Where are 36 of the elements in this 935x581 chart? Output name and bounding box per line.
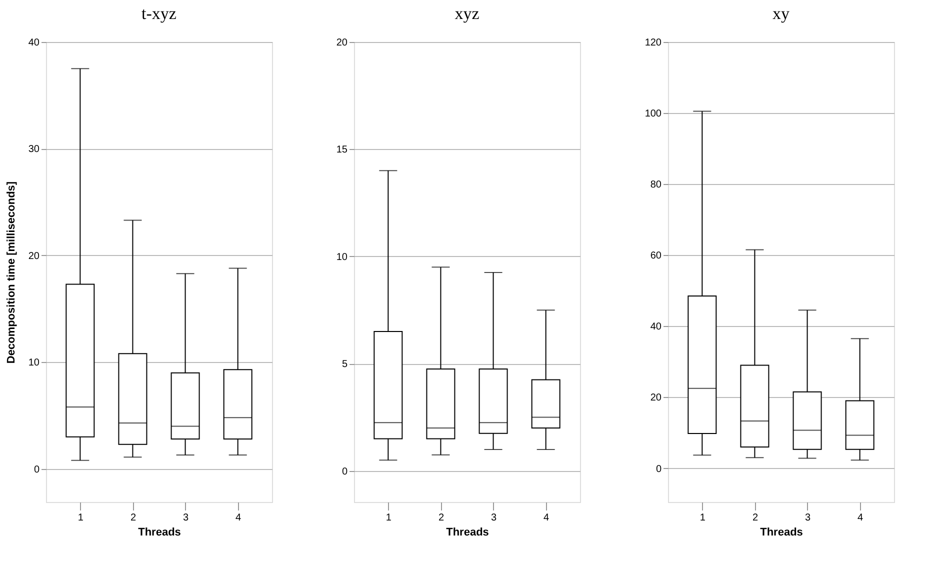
y-tick-label: 30 [28, 144, 40, 156]
x-axis-title: Threads [138, 526, 181, 538]
x-tick-label: 1 [700, 512, 706, 524]
x-tick-label: 4 [544, 512, 550, 524]
y-tick-label: 0 [656, 464, 662, 475]
x-tick-label: 2 [130, 512, 136, 524]
x-axis-title: Threads [446, 526, 489, 538]
y-tick-label: 15 [336, 144, 348, 156]
x-tick-label: 4 [236, 512, 242, 524]
y-tick-label: 0 [34, 464, 40, 476]
x-tick-label: 2 [438, 512, 444, 524]
x-tick-label: 1 [386, 512, 392, 524]
y-axis-title: Decomposition time [milliseconds] [5, 181, 18, 364]
y-tick-label: 10 [336, 252, 348, 263]
chart-title: xyz [454, 4, 480, 23]
x-tick-label: 3 [805, 512, 811, 524]
x-axis-title: Threads [760, 526, 803, 538]
y-tick-label: 10 [28, 358, 40, 369]
chart-title: t-xyz [142, 4, 177, 23]
y-tick-label: 120 [644, 38, 662, 48]
x-tick-label: 3 [491, 512, 497, 524]
y-tick-label: 5 [342, 359, 348, 370]
x-tick-label: 2 [752, 512, 758, 524]
y-tick-label: 40 [650, 322, 662, 333]
chart-title: xy [772, 4, 790, 23]
x-tick-label: 1 [78, 512, 84, 524]
y-tick-label: 20 [650, 392, 662, 404]
y-tick-label: 20 [336, 38, 348, 48]
x-tick-label: 3 [183, 512, 189, 524]
y-tick-label: 40 [28, 38, 40, 48]
y-tick-label: 80 [650, 180, 662, 191]
y-tick-label: 100 [644, 108, 662, 120]
x-tick-label: 4 [858, 512, 864, 524]
y-tick-label: 0 [342, 466, 348, 478]
y-tick-label: 60 [650, 250, 662, 262]
y-tick-label: 20 [28, 250, 40, 262]
